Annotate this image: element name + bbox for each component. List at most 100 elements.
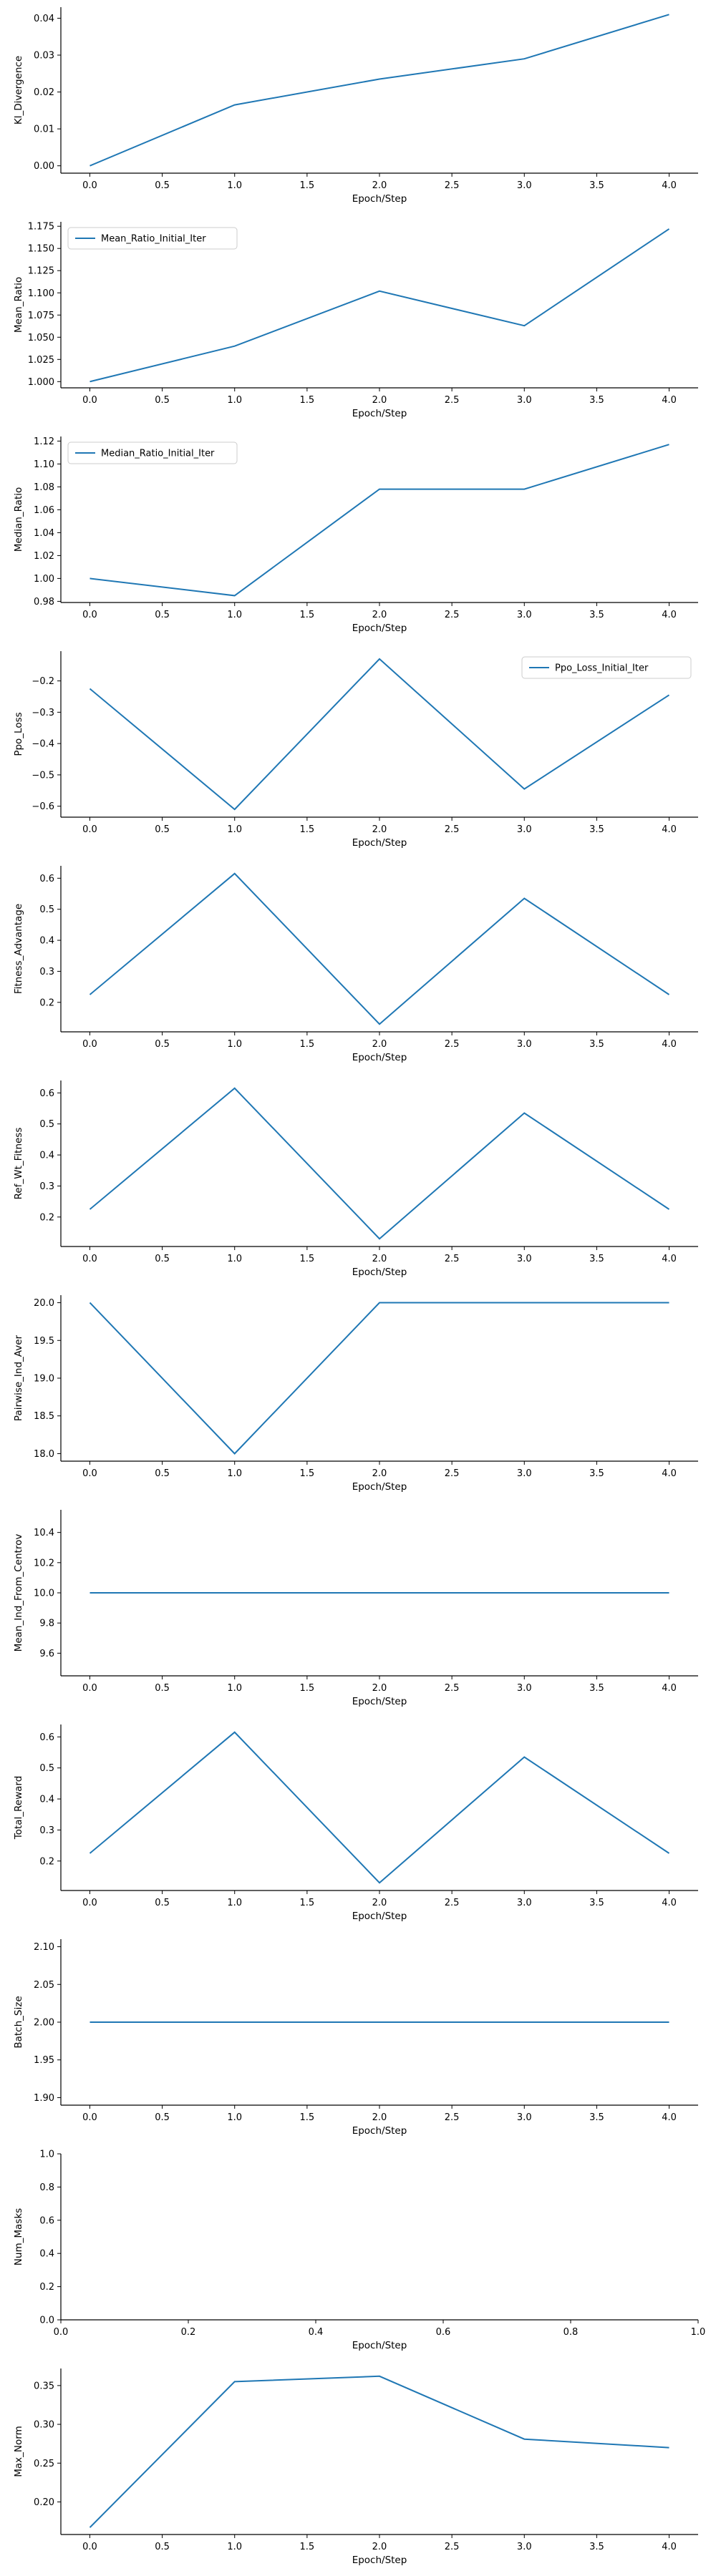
- y-tick-label: 20.0: [34, 1298, 54, 1309]
- x-tick-label: 2.5: [445, 2112, 460, 2123]
- x-axis-title: Epoch/Step: [352, 2555, 407, 2566]
- x-tick-label: 2.0: [372, 1254, 387, 1264]
- x-tick-label: 1.5: [300, 1683, 315, 1694]
- x-tick-label: 1.5: [300, 1254, 315, 1264]
- x-tick-label: 1.0: [227, 180, 242, 191]
- x-tick-label: 4.0: [662, 1683, 677, 1694]
- legend-box: [67, 441, 238, 464]
- x-tick-label: 0.5: [155, 395, 170, 406]
- y-tick-label: 0.30: [34, 2420, 54, 2431]
- x-tick-label: 2.5: [445, 1039, 460, 1050]
- y-tick-label: 10.2: [34, 1558, 54, 1568]
- x-tick-label: 3.0: [517, 1683, 532, 1694]
- x-tick-label: 4.0: [662, 1039, 677, 1050]
- x-tick-label: 2.5: [445, 824, 460, 835]
- x-tick-label: 2.0: [372, 2112, 387, 2123]
- x-tick-label: 4.0: [662, 1468, 677, 1479]
- y-tick-label: 1.10: [34, 459, 54, 470]
- x-tick-label: 3.0: [517, 1254, 532, 1264]
- x-tick-label: 4.0: [662, 395, 677, 406]
- x-tick-label: 4.0: [662, 1898, 677, 1908]
- legend-label: Mean_Ratio_Initial_Iter: [101, 234, 206, 245]
- x-tick-label: 2.5: [445, 2542, 460, 2552]
- y-tick-label: 2.10: [34, 1942, 54, 1953]
- y-tick-label: −0.4: [32, 739, 54, 750]
- legend: Median_Ratio_Initial_Iter: [67, 441, 238, 464]
- y-tick-label: 1.02: [34, 551, 54, 562]
- y-tick-label: −0.2: [32, 676, 54, 687]
- y-tick-label: 18.0: [34, 1449, 54, 1460]
- y-axis-title: Pairwise_Ind_Aver: [13, 1335, 24, 1421]
- y-tick-label: 0.20: [34, 2497, 54, 2508]
- y-tick-label: 0.4: [39, 936, 54, 947]
- x-tick-label: 4.0: [662, 610, 677, 620]
- x-tick-label: 0.5: [155, 1898, 170, 1908]
- y-tick-label: 0.4: [39, 1151, 54, 1161]
- chart-panel-8: 0.0 0.5 1.0 1.5 2.0 2.5 3.0 3.5 4.0 0.2 0.3 0.4 0.5 0…: [13, 1724, 698, 1922]
- x-tick-label: 1.0: [227, 1683, 242, 1694]
- x-axis-title: Epoch/Step: [352, 2125, 407, 2137]
- x-tick-label: 0.5: [155, 1683, 170, 1694]
- chart-panel-2: 0.0 0.5 1.0 1.5 2.0 2.5 3.0 3.5 4.0 0.98 1.00 1.02 1…: [13, 436, 698, 634]
- x-tick-label: 0.2: [181, 2327, 196, 2338]
- chart-panel-5: 0.0 0.5 1.0 1.5 2.0 2.5 3.0 3.5 4.0 0.2 0.3 0.4 0.5 0…: [13, 1080, 698, 1278]
- x-tick-label: 2.0: [372, 2542, 387, 2552]
- x-tick-label: 2.5: [445, 395, 460, 406]
- x-tick-label: 4.0: [662, 1254, 677, 1264]
- legend-box: [67, 227, 238, 250]
- y-tick-label: 0.8: [39, 2182, 54, 2193]
- x-tick-label: 0.0: [82, 610, 97, 620]
- y-tick-label: −0.3: [32, 708, 54, 718]
- y-tick-label: 1.150: [28, 244, 54, 255]
- legend-label: Ppo_Loss_Initial_Iter: [555, 663, 649, 674]
- x-tick-label: 2.5: [445, 610, 460, 620]
- x-axis-title: Epoch/Step: [352, 837, 407, 849]
- x-tick-label: 3.5: [589, 2542, 604, 2552]
- x-tick-label: 3.5: [589, 395, 604, 406]
- y-tick-label: 1.125: [28, 266, 54, 277]
- legend: Mean_Ratio_Initial_Iter: [67, 227, 238, 250]
- y-tick-label: 0.04: [34, 14, 54, 24]
- x-tick-label: 3.0: [517, 180, 532, 191]
- x-tick-label: 3.5: [589, 1039, 604, 1050]
- x-tick-label: 0.0: [82, 395, 97, 406]
- x-tick-label: 0.5: [155, 1468, 170, 1479]
- chart-panel-4: 0.0 0.5 1.0 1.5 2.0 2.5 3.0 3.5 4.0 0.2 0.3 0.4 0.5 0…: [13, 866, 698, 1063]
- x-tick-label: 0.5: [155, 610, 170, 620]
- y-tick-label: 19.0: [34, 1374, 54, 1385]
- y-axis-title: Kl_Divergence: [13, 56, 24, 125]
- y-tick-label: 0.02: [34, 87, 54, 98]
- x-tick-label: 0.5: [155, 1039, 170, 1050]
- y-axis-title: Batch_Size: [13, 1996, 24, 2048]
- chart-panel-11: 0.0 0.5 1.0 1.5 2.0 2.5 3.0 3.5 4.0 0.20 0.25 0.30 0…: [13, 2368, 698, 2566]
- x-tick-label: 1.5: [300, 1468, 315, 1479]
- x-tick-label: 0.5: [155, 824, 170, 835]
- y-tick-label: 1.04: [34, 528, 54, 539]
- x-tick-label: 1.0: [227, 1468, 242, 1479]
- x-tick-label: 3.0: [517, 2542, 532, 2552]
- chart-panel-6: 0.0 0.5 1.0 1.5 2.0 2.5 3.0 3.5 4.0 18.0 18.5 19.0 1…: [13, 1295, 698, 1493]
- x-tick-label: 3.5: [589, 1898, 604, 1908]
- y-tick-label: 0.6: [39, 2215, 54, 2226]
- y-axis-title: Ppo_Loss: [13, 712, 24, 756]
- y-tick-label: 10.4: [34, 1528, 54, 1538]
- y-tick-label: 9.6: [39, 1649, 54, 1659]
- x-axis-title: Epoch/Step: [352, 193, 407, 205]
- y-tick-label: 0.6: [39, 874, 54, 884]
- x-tick-label: 0.0: [82, 824, 97, 835]
- x-tick-label: 2.5: [445, 180, 460, 191]
- x-tick-label: 3.0: [517, 824, 532, 835]
- x-tick-label: 2.5: [445, 1254, 460, 1264]
- x-tick-label: 3.5: [589, 2112, 604, 2123]
- series-line: [89, 872, 670, 1025]
- y-tick-label: −0.6: [32, 801, 54, 812]
- x-tick-label: 1.0: [227, 395, 242, 406]
- x-tick-label: 0.0: [54, 2327, 69, 2338]
- y-tick-label: 0.6: [39, 1088, 54, 1099]
- legend-label: Median_Ratio_Initial_Iter: [101, 449, 215, 459]
- x-tick-label: 0.5: [155, 180, 170, 191]
- y-tick-label: 1.050: [28, 333, 54, 343]
- chart-panel-7: 0.0 0.5 1.0 1.5 2.0 2.5 3.0 3.5 4.0 9.6 9.8 10.0 10.…: [13, 1510, 698, 1707]
- chart-panel-0: 0.0 0.5 1.0 1.5 2.0 2.5 3.0 3.5 4.0 0.00 0.01 0.02 0…: [13, 7, 698, 205]
- x-axis-title: Epoch/Step: [352, 623, 407, 634]
